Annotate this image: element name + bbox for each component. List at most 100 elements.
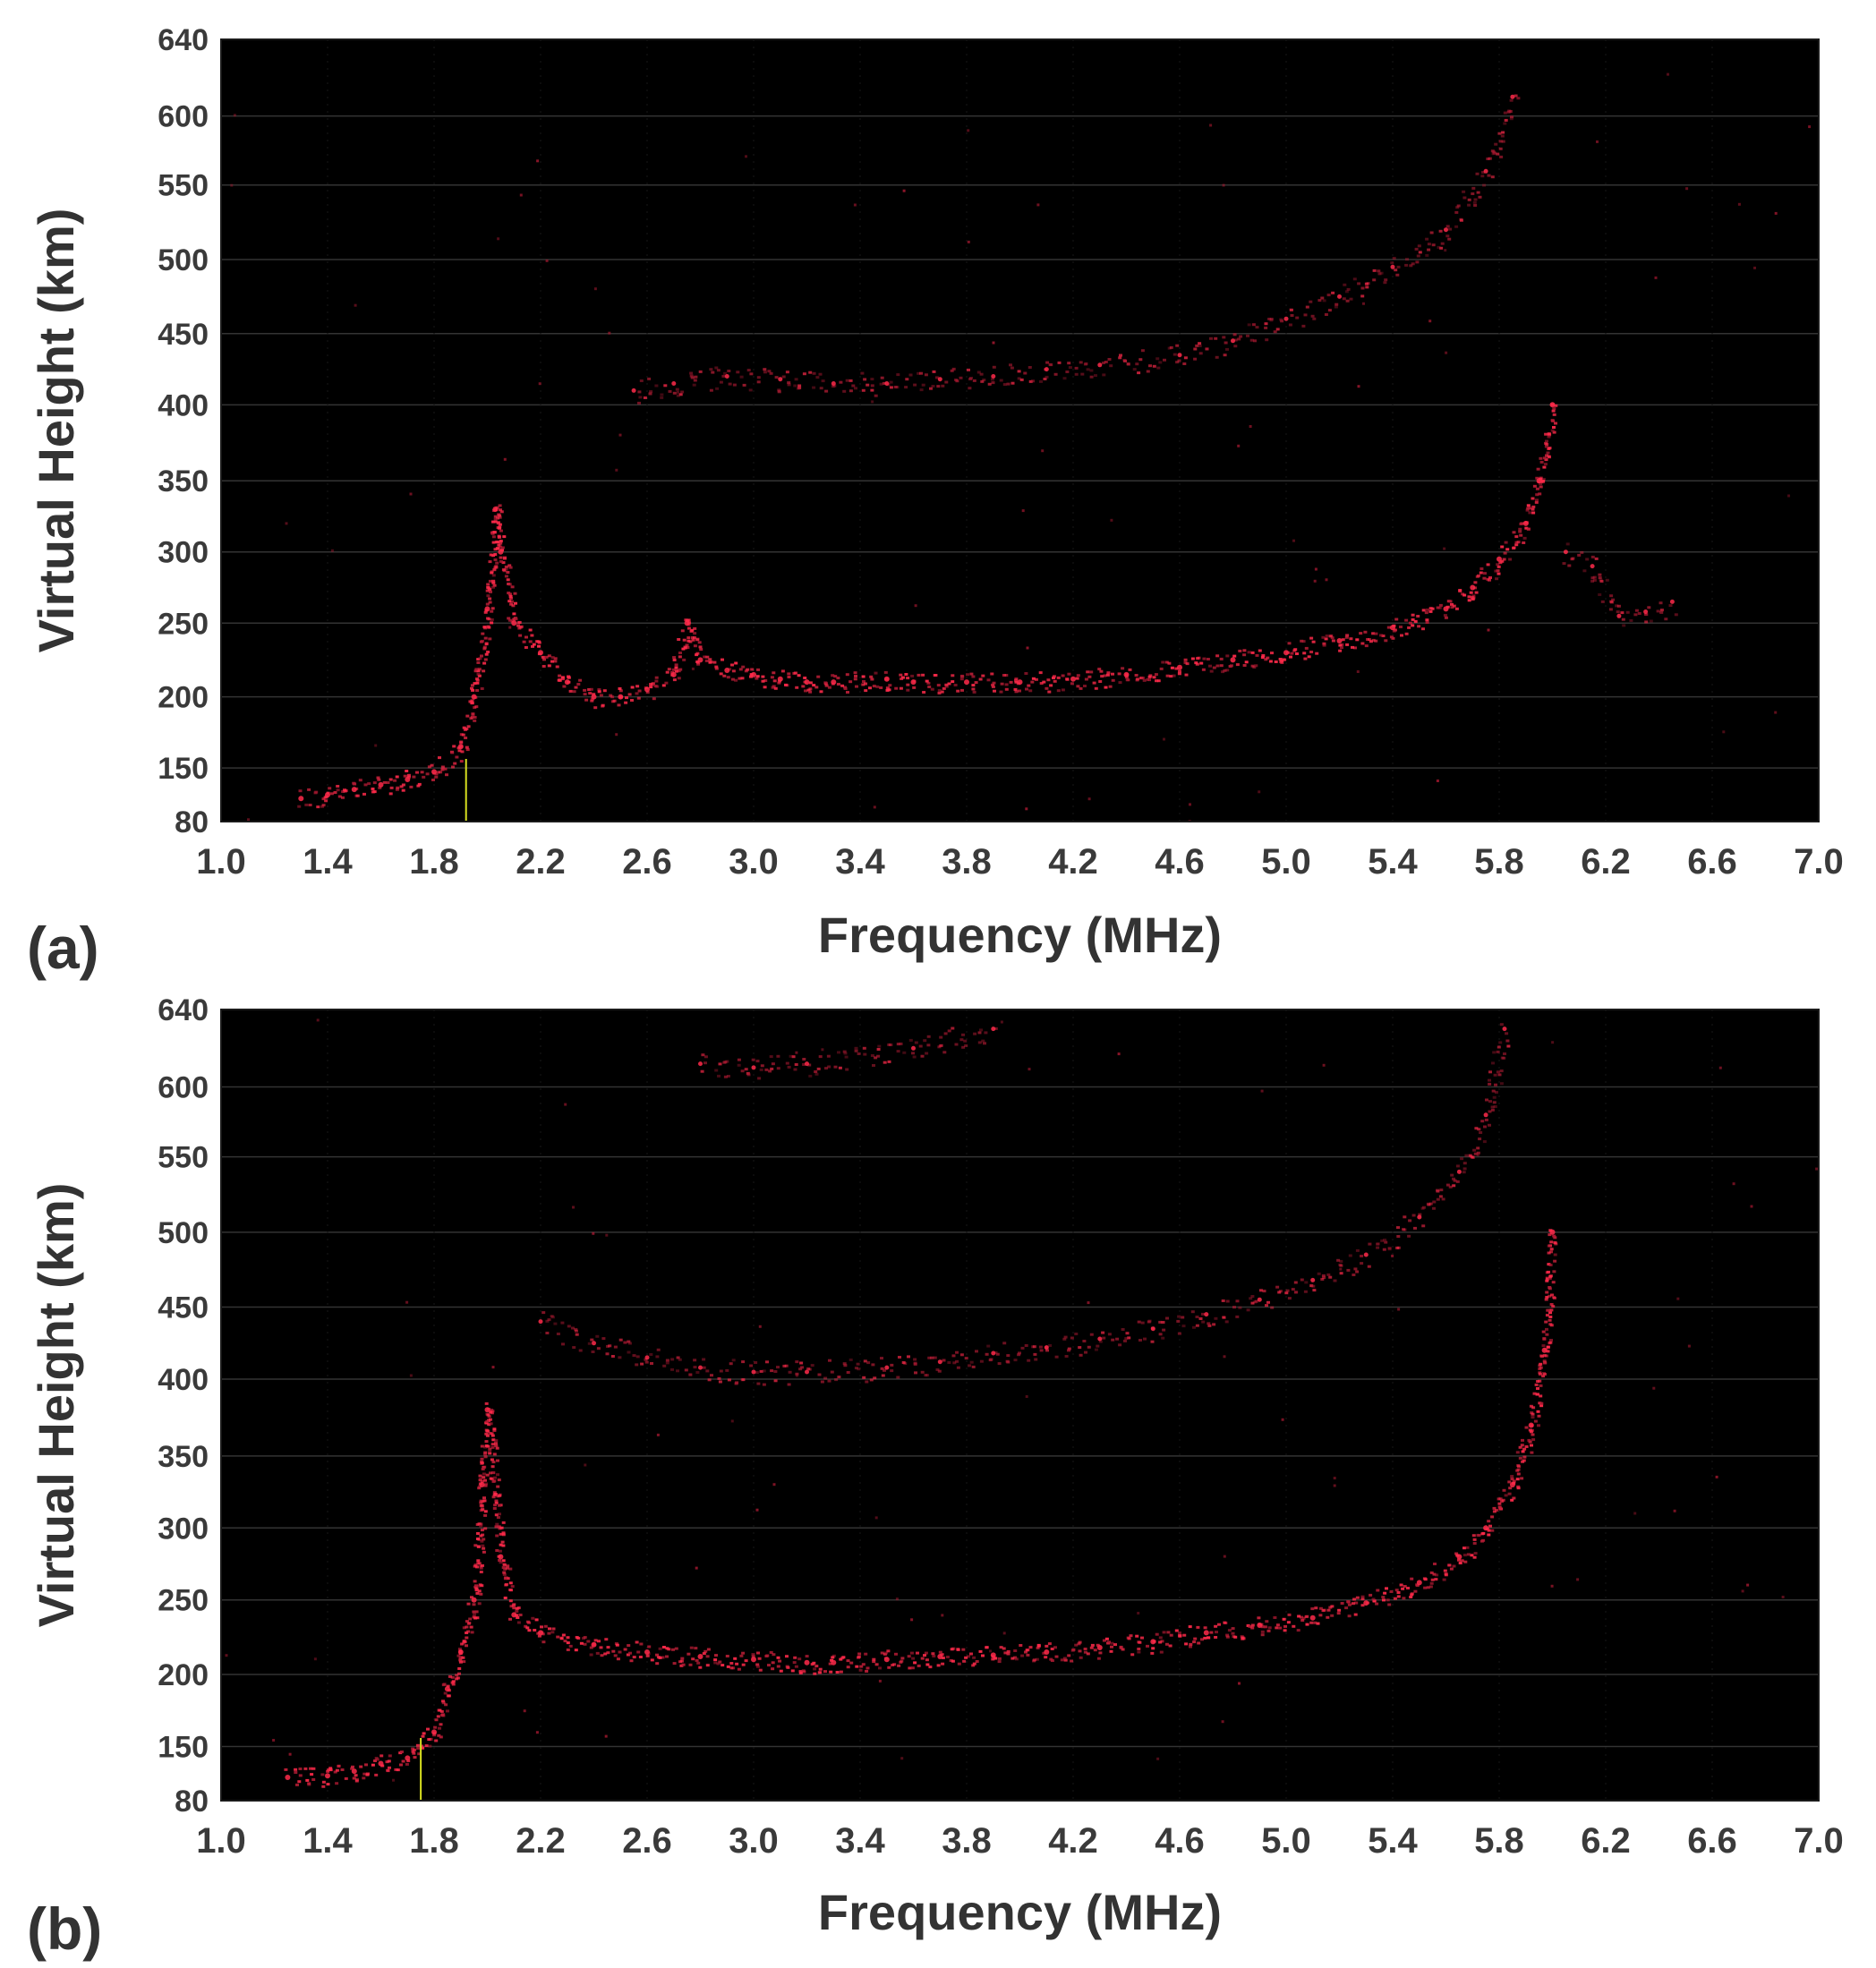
echo-point <box>1441 1197 1445 1201</box>
echo-point <box>395 775 399 779</box>
echo-point <box>1355 1270 1360 1274</box>
echo-point <box>559 1637 564 1640</box>
echo-point <box>490 1434 495 1437</box>
echo-point <box>1324 637 1328 641</box>
echo-point <box>495 1534 499 1538</box>
echo-point <box>741 665 746 669</box>
noise-speck <box>374 744 378 747</box>
echo-point <box>1425 618 1429 622</box>
echo-point <box>502 1563 507 1566</box>
echo-point <box>1291 1288 1295 1291</box>
echo-point <box>680 390 685 394</box>
echo-data-point <box>1097 362 1103 368</box>
echo-point <box>458 1656 463 1659</box>
echo-point <box>1349 297 1353 301</box>
echo-point <box>1524 526 1529 530</box>
echo-point <box>1416 254 1420 258</box>
echo-point <box>1542 1338 1547 1342</box>
echo-point <box>499 545 503 549</box>
echo-point <box>1549 1308 1554 1312</box>
echo-point <box>541 1632 545 1636</box>
echo-point <box>719 1369 723 1373</box>
echo-point <box>382 780 387 784</box>
echo-point <box>1369 640 1373 643</box>
echo-point <box>899 673 903 677</box>
echo-point <box>311 1778 316 1781</box>
echo-point <box>1206 658 1210 660</box>
echo-point <box>676 1369 679 1373</box>
echo-point <box>1481 171 1485 174</box>
echo-point <box>1223 669 1227 672</box>
echo-point <box>1536 1380 1540 1383</box>
echo-point <box>1002 1647 1006 1650</box>
echo-point <box>469 1625 473 1629</box>
echo-point <box>1512 1496 1516 1500</box>
echo-point <box>1458 1562 1462 1564</box>
y-tick-label: 400 <box>158 388 209 422</box>
echo-point <box>434 1718 439 1722</box>
echo-point <box>490 1445 495 1449</box>
echo-point <box>388 1766 391 1769</box>
echo-point <box>1142 678 1147 682</box>
echo-point <box>362 1776 366 1780</box>
echo-point <box>757 1077 762 1080</box>
echo-point <box>389 786 394 789</box>
echo-point <box>1518 527 1522 531</box>
echo-point <box>483 1453 487 1456</box>
echo-point <box>1347 1614 1352 1618</box>
echo-point <box>1592 578 1597 582</box>
echo-data-point <box>431 769 437 775</box>
echo-point <box>1548 1316 1553 1318</box>
echo-point <box>1445 605 1450 609</box>
noise-speck <box>1676 1297 1680 1300</box>
echo-point <box>1207 1636 1211 1640</box>
echo-point <box>1275 1626 1279 1630</box>
noise-speck <box>1718 1066 1722 1069</box>
echo-point <box>901 1361 906 1364</box>
echo-point <box>650 1658 654 1662</box>
echo-point <box>936 1664 941 1667</box>
echo-point <box>1328 1275 1333 1279</box>
echo-point <box>1054 1355 1059 1359</box>
noise-speck <box>1685 187 1689 191</box>
echo-point <box>655 1355 660 1359</box>
echo-point <box>1463 1560 1468 1563</box>
echo-point <box>303 1767 308 1770</box>
echo-point <box>969 1652 973 1656</box>
echo-point <box>471 688 475 692</box>
echo-point <box>969 1360 974 1364</box>
echo-point <box>1674 613 1678 617</box>
echo-point <box>458 1658 463 1662</box>
echo-point <box>1445 234 1450 238</box>
echo-point <box>488 1450 492 1453</box>
noise-speck <box>1667 72 1669 76</box>
echo-point <box>917 371 921 375</box>
noise-speck <box>1687 1344 1691 1348</box>
echo-data-point <box>325 1773 330 1779</box>
echo-point <box>420 771 424 774</box>
echo-data-point <box>1590 564 1595 569</box>
echo-point <box>1622 624 1626 627</box>
echo-point <box>1545 1327 1548 1331</box>
echo-point <box>1026 1653 1030 1657</box>
echo-point <box>947 1361 951 1364</box>
echo-point <box>1237 337 1241 341</box>
echo-point <box>1426 1586 1430 1589</box>
echo-data-point <box>498 549 504 555</box>
echo-point <box>1413 619 1418 623</box>
echo-point <box>683 645 687 649</box>
echo-data-point <box>697 1654 704 1659</box>
echo-point <box>846 1666 850 1669</box>
echo-point <box>1545 1279 1549 1282</box>
echo-point <box>1392 257 1396 260</box>
echo-point <box>430 763 434 767</box>
echo-point <box>1102 1639 1106 1642</box>
echo-point <box>1165 1316 1169 1320</box>
echo-point <box>1146 370 1150 373</box>
echo-point <box>618 1338 623 1342</box>
echo-point <box>1217 1623 1221 1626</box>
echo-point <box>1427 243 1431 246</box>
echo-point <box>1024 1344 1028 1347</box>
noise-speck <box>572 1206 575 1209</box>
echo-point <box>1548 1318 1552 1322</box>
